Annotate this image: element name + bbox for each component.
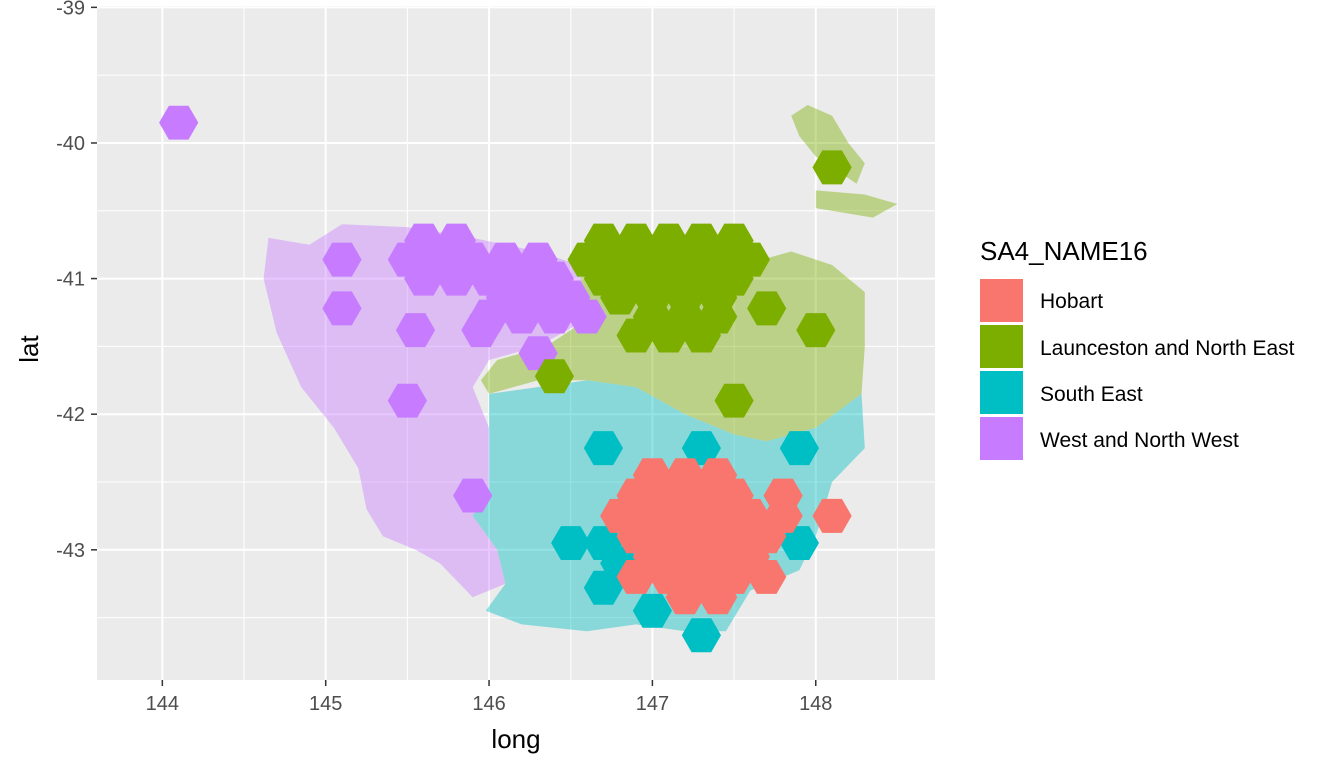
legend-key-west-north-west [980,417,1023,460]
plot-panel [97,6,935,680]
y-tick-label: -40 [56,133,85,155]
legend-label-south-east: South East [1040,383,1143,406]
axes: 144 145 146 147 148 -39 -40 -41 -42 -43 [56,0,832,715]
legend: SA4_NAME16 Hobart Launceston and North E… [980,236,1295,460]
hex-cell-hobart [665,580,705,615]
hex-cell-south-east [779,431,819,466]
hex-cell-launceston-and-north-east [747,291,787,326]
x-tick-label: 144 [146,693,179,715]
legend-title: SA4_NAME16 [980,236,1148,266]
hex-cell-west-and-north-west [387,383,427,418]
y-axis-title: lat [14,334,44,362]
hex-cell-launceston-and-north-east [649,318,689,353]
hex-cell-hobart [812,498,852,533]
hex-cell-south-east [681,431,721,466]
hex-cell-west-and-north-west [453,478,493,513]
hex-cell-south-east [779,526,819,560]
legend-label-launceston: Launceston and North East [1040,337,1295,360]
legend-key-hobart [980,279,1023,322]
hex-cell-south-east [583,431,623,466]
island-shape-launceston-and-north-east [815,190,898,218]
x-tick-label: 145 [309,693,342,715]
hex-cell-west-and-north-west [502,299,542,334]
legend-key-launceston [980,325,1023,368]
region-layers [159,105,898,653]
hex-cell-hobart [698,580,738,615]
y-tick-label: -43 [56,540,85,562]
x-tick-label: 147 [636,693,669,715]
hex-cell-west-and-north-west [567,299,607,334]
hex-cell-west-and-north-west [404,261,444,296]
hex-cell-launceston-and-north-east [534,359,574,394]
hex-cell-south-east [681,618,721,653]
hex-cell-west-and-north-west [436,261,476,296]
legend-label-hobart: Hobart [1040,290,1103,313]
hex-cell-launceston-and-north-east [796,313,836,348]
hex-cell-west-and-north-west [395,313,436,348]
hex-cell-south-east [583,570,623,605]
hex-cell-launceston-and-north-east [681,318,721,353]
hex-cell-launceston-and-north-east [616,318,656,353]
hex-cell-hobart [616,560,656,594]
legend-key-south-east [980,371,1023,414]
hex-cell-hobart [747,560,787,594]
hex-cell-west-and-north-west [534,299,574,334]
y-tick-label: -41 [56,269,85,291]
x-tick-label: 148 [799,693,832,715]
hex-cell-south-east [632,593,672,628]
hex-cell-launceston-and-north-east [714,383,754,418]
hex-cell-west-and-north-west [159,105,199,140]
y-tick-label: -42 [56,404,85,426]
hex-cell-launceston-and-north-east [812,150,852,185]
x-axis-title: long [491,724,540,754]
hex-cell-south-east [551,526,591,560]
y-tick-label: -39 [56,0,85,19]
hex-cell-west-and-north-west [322,291,362,326]
legend-label-west-north-west: West and North West [1040,429,1239,452]
hex-cell-west-and-north-west [461,313,501,348]
hex-cell-west-and-north-west [322,242,362,277]
hex-cell-launceston-and-north-east [600,280,640,315]
x-tick-label: 146 [472,693,505,715]
